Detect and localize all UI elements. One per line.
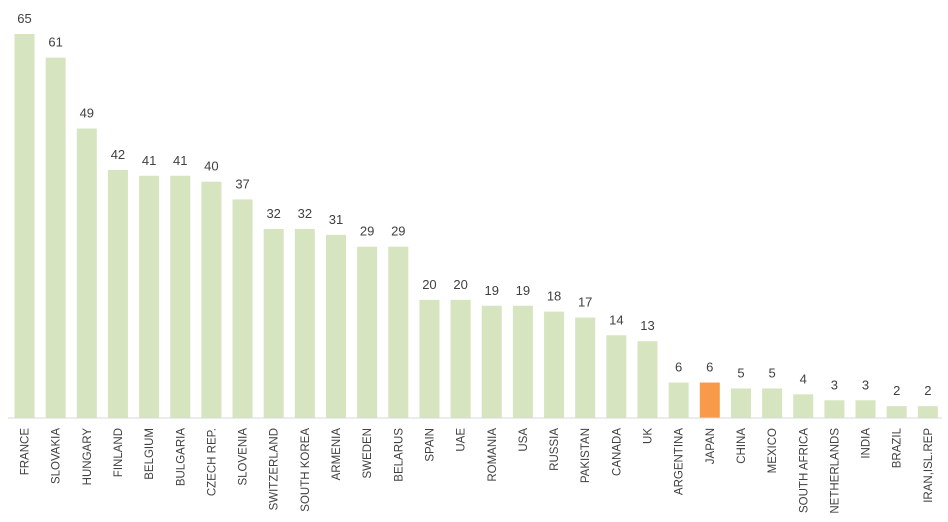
value-label-canada: 14	[609, 312, 623, 327]
bar-argentina	[668, 382, 689, 418]
category-label-india: INDIA	[861, 428, 873, 459]
value-label-uae: 20	[453, 277, 467, 292]
value-label-netherlands: 3	[831, 377, 838, 392]
bar-iran-isl-rep	[917, 406, 938, 418]
bar-uae	[450, 299, 471, 418]
value-label-armenia: 31	[329, 212, 343, 227]
category-label-canada: CANADA	[611, 428, 623, 476]
category-label-south-korea: SOUTH KOREA	[300, 428, 312, 512]
value-label-hungary: 49	[80, 106, 94, 121]
category-label-japan: JAPAN	[705, 428, 717, 464]
value-label-bulgaria: 41	[173, 153, 187, 168]
category-label-pakistan: PAKISTAN	[580, 428, 592, 483]
bar-japan	[699, 382, 720, 418]
category-label-switzerland: SWITZERLAND	[269, 428, 281, 510]
value-label-belgium: 41	[142, 153, 156, 168]
category-label-usa: USA	[518, 428, 530, 452]
category-label-belarus: BELARUS	[393, 428, 405, 482]
bar-romania	[481, 305, 502, 418]
value-label-mexico: 5	[768, 365, 775, 380]
bar-china	[730, 388, 751, 418]
value-label-south-africa: 4	[800, 371, 807, 386]
value-label-belarus: 29	[391, 224, 405, 239]
bar-czech-rep	[201, 181, 222, 418]
bar-switzerland	[263, 228, 284, 418]
value-label-japan: 6	[706, 360, 713, 375]
value-label-czech-rep: 40	[204, 159, 218, 174]
value-label-france: 65	[17, 11, 31, 26]
bar-belgium	[139, 175, 160, 418]
value-label-china: 5	[737, 365, 744, 380]
category-label-mexico: MEXICO	[767, 428, 779, 473]
value-label-finland: 42	[111, 147, 125, 162]
value-label-slovenia: 37	[235, 176, 249, 191]
bar-finland	[107, 169, 128, 418]
bar-india	[855, 400, 876, 418]
bar-brazil	[886, 406, 907, 418]
category-label-uk: UK	[643, 428, 655, 444]
category-label-hungary: HUNGARY	[82, 428, 94, 486]
bar-mexico	[762, 388, 783, 418]
value-label-iran-isl-rep: 2	[924, 383, 931, 398]
value-label-sweden: 29	[360, 224, 374, 239]
bar-usa	[512, 305, 533, 418]
bar-spain	[419, 299, 440, 418]
bar-south-africa	[793, 394, 814, 418]
value-label-slovakia: 61	[48, 35, 62, 50]
category-label-uae: UAE	[456, 428, 468, 452]
value-label-switzerland: 32	[266, 206, 280, 221]
category-label-argentina: ARGENTINA	[674, 428, 686, 495]
category-label-south-africa: SOUTH AFRICA	[798, 428, 810, 513]
value-label-india: 3	[862, 377, 869, 392]
bar-slovakia	[45, 57, 66, 418]
bar-pakistan	[575, 317, 596, 418]
category-label-slovakia: SLOVAKIA	[51, 428, 63, 484]
category-label-iran-isl-rep: IRAN,ISL.REP	[923, 428, 935, 503]
category-label-russia: RUSSIA	[549, 428, 561, 471]
bar-france	[14, 34, 35, 418]
value-label-spain: 20	[422, 277, 436, 292]
value-label-romania: 19	[485, 283, 499, 298]
bar-hungary	[76, 128, 97, 418]
category-label-slovenia: SLOVENIA	[238, 428, 250, 486]
category-label-czech-rep: CZECH REP.	[206, 428, 218, 496]
value-label-south-korea: 32	[298, 206, 312, 221]
category-label-france: FRANCE	[20, 428, 32, 476]
category-label-china: CHINA	[736, 428, 748, 464]
bars-group	[14, 34, 938, 418]
category-label-netherlands: NETHERLANDS	[829, 428, 841, 514]
category-label-finland: FINLAND	[113, 428, 125, 477]
category-label-spain: SPAIN	[424, 428, 436, 462]
value-label-russia: 18	[547, 289, 561, 304]
bar-netherlands	[824, 400, 845, 418]
value-label-argentina: 6	[675, 360, 682, 375]
category-label-belgium: BELGIUM	[144, 428, 156, 480]
bar-armenia	[326, 234, 346, 418]
value-label-pakistan: 17	[578, 295, 592, 310]
bar-bulgaria	[170, 175, 191, 418]
bar-canada	[606, 335, 627, 418]
bar-south-korea	[294, 228, 315, 418]
value-label-uk: 13	[640, 318, 654, 333]
value-label-brazil: 2	[893, 383, 900, 398]
category-labels-group: FRANCE SLOVAKIA HUNGARY FINLAND BELGIUM BULGA…	[20, 427, 935, 513]
category-label-bulgaria: BULGARIA	[175, 428, 187, 486]
value-label-usa: 19	[516, 283, 530, 298]
category-label-brazil: BRAZIL	[892, 427, 904, 468]
bar-russia	[544, 311, 565, 418]
bar-sweden	[357, 246, 378, 418]
category-label-armenia: ARMENIA	[331, 428, 343, 481]
bar-belarus	[388, 246, 409, 418]
category-label-sweden: SWEDEN	[362, 428, 374, 478]
bar-uk	[637, 341, 658, 418]
category-label-romania: ROMANIA	[487, 428, 499, 482]
bar-slovenia	[232, 199, 253, 418]
